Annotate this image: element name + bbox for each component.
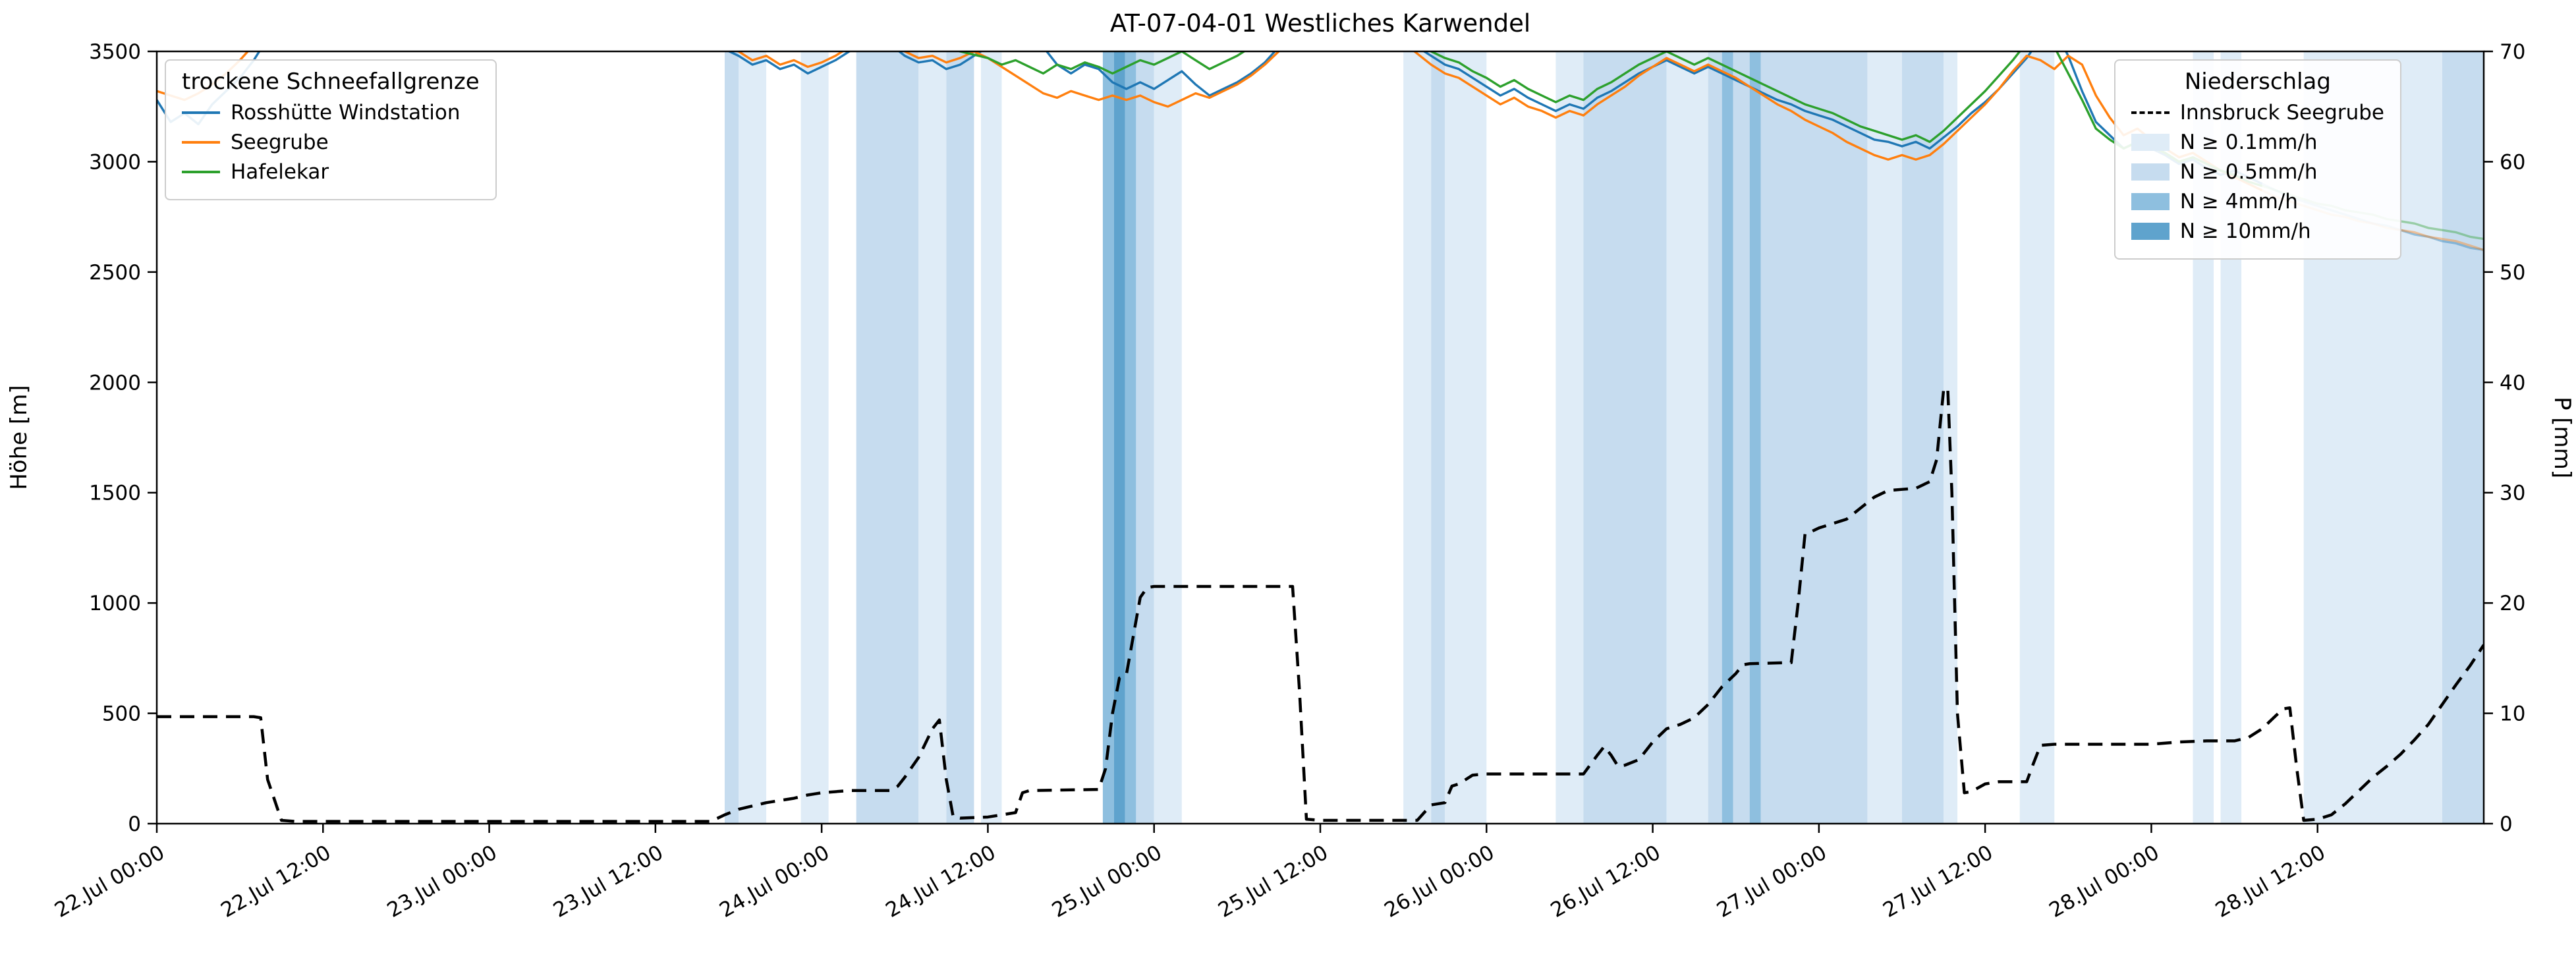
- x-tick-label: 22.Jul 00:00: [51, 841, 169, 922]
- precip-band: [1403, 51, 1432, 824]
- precip-band: [1666, 51, 1708, 824]
- legend-item-innsbruck-seegrube: Innsbruck Seegrube: [2131, 101, 2384, 125]
- y-right-tick-label: 50: [2500, 261, 2525, 285]
- precip-band: [1102, 51, 1114, 824]
- precip-band: [980, 51, 1002, 824]
- y-right-tick-label: 0: [2500, 812, 2513, 836]
- series-line-hafelekar: [956, 51, 2263, 187]
- legend-precip-items: Innsbruck Seegrube N ≥ 0.1mm/h N ≥ 0.5mm/h…: [2131, 101, 2384, 243]
- precip-band: [800, 51, 829, 824]
- legend-item-label: Seegrube: [231, 130, 329, 154]
- precip-band: [1113, 51, 1125, 824]
- precip-band: [1867, 51, 1902, 824]
- precip-band: [1902, 51, 1944, 824]
- legend-item-label: N ≥ 0.1mm/h: [2179, 130, 2318, 154]
- legend-snowline-items: Rosshütte Windstation Seegrube Hafelekar: [182, 101, 480, 184]
- x-tick-label: 27.Jul 00:00: [1713, 841, 1831, 922]
- precip-bands-layer: [724, 51, 2484, 824]
- legend-precip: Niederschlag Innsbruck Seegrube N ≥ 0.1mm…: [2114, 59, 2401, 260]
- x-tick-label: 24.Jul 12:00: [882, 841, 999, 922]
- legend-snowline-title: trockene Schneefallgrenze: [182, 69, 480, 95]
- legend-item-label: N ≥ 0.5mm/h: [2179, 160, 2318, 184]
- legend-precip-title: Niederschlag: [2184, 69, 2331, 95]
- legend-snowline: trockene Schneefallgrenze Rosshütte Wind…: [165, 59, 497, 200]
- x-tick-label: 23.Jul 12:00: [549, 841, 667, 922]
- precip-band: [724, 51, 739, 824]
- precip-band: [1125, 51, 1136, 824]
- line-swatch-icon: [182, 141, 220, 144]
- patch-swatch-icon: [2131, 134, 2170, 151]
- y-right-tick-label: 70: [2500, 40, 2525, 64]
- patch-swatch-icon: [2131, 193, 2170, 210]
- line-swatch-icon: [182, 111, 220, 114]
- x-tick-label: 23.Jul 00:00: [383, 841, 501, 922]
- y-left-axis-label: Höhe [m]: [6, 385, 32, 490]
- x-tick-label: 27.Jul 12:00: [1879, 841, 1997, 922]
- chart-title: AT-07-04-01 Westliches Karwendel: [1110, 9, 1530, 38]
- x-tick-label: 24.Jul 00:00: [715, 841, 833, 922]
- precip-band: [856, 51, 919, 824]
- x-tick-label: 25.Jul 00:00: [1048, 841, 1166, 922]
- legend-item-label: N ≥ 4mm/h: [2179, 190, 2298, 213]
- precip-band: [1445, 51, 1487, 824]
- precip-band: [1749, 51, 1761, 824]
- y-right-tick-label: 30: [2500, 482, 2525, 505]
- legend-item-seegrube: Seegrube: [182, 130, 480, 154]
- legend-item-n-05: N ≥ 0.5mm/h: [2131, 160, 2384, 184]
- series-line-rosshuette-windstation: [157, 51, 2263, 185]
- y-right-tick-label: 20: [2500, 592, 2525, 615]
- series-line-innsbruck-seegrube: [157, 386, 2484, 823]
- precip-band: [1555, 51, 1584, 824]
- precip-band: [1760, 51, 1868, 824]
- legend-item-n-10: N ≥ 10mm/h: [2131, 219, 2384, 243]
- precip-band: [918, 51, 947, 824]
- legend-item-rosshuette-windstation: Rosshütte Windstation: [182, 101, 480, 125]
- precip-band: [739, 51, 767, 824]
- legend-item-label: Innsbruck Seegrube: [2179, 101, 2384, 125]
- legend-item-n-01: N ≥ 0.1mm/h: [2131, 130, 2384, 154]
- precip-band: [1154, 51, 1182, 824]
- precip-band: [1708, 51, 1722, 824]
- precip-band: [1136, 51, 1154, 824]
- y-left-tick-label: 2500: [89, 261, 141, 285]
- legend-item-hafelekar: Hafelekar: [182, 160, 480, 184]
- legend-item-label: Hafelekar: [231, 160, 329, 184]
- line-swatch-icon: [182, 171, 220, 173]
- precip-band: [1431, 51, 1445, 824]
- y-right-tick-label: 10: [2500, 702, 2525, 726]
- y-right-axis-label: P [mm]: [2549, 397, 2575, 478]
- x-tick-label: 26.Jul 00:00: [1380, 841, 1498, 922]
- y-left-tick-label: 500: [102, 702, 141, 726]
- legend-item-label: N ≥ 10mm/h: [2179, 219, 2311, 243]
- x-tick-label: 25.Jul 12:00: [1214, 841, 1332, 922]
- x-tick-label: 26.Jul 12:00: [1547, 841, 1665, 922]
- y-left-tick-label: 2000: [89, 371, 141, 395]
- x-tick-label: 28.Jul 12:00: [2212, 841, 2330, 922]
- dashed-line-swatch-icon: [2131, 111, 2170, 114]
- x-tick-label: 22.Jul 12:00: [217, 841, 335, 922]
- y-right-tick-label: 60: [2500, 150, 2525, 174]
- y-right-tick-label: 40: [2500, 371, 2525, 395]
- precip-band: [946, 51, 974, 824]
- y-left-tick-label: 1000: [89, 592, 141, 615]
- legend-item-label: Rosshütte Windstation: [231, 101, 461, 125]
- legend-item-n-4: N ≥ 4mm/h: [2131, 190, 2384, 213]
- series-line-seegrube: [157, 51, 2263, 192]
- y-left-tick-label: 3500: [89, 40, 141, 64]
- precip-band: [1722, 51, 1733, 824]
- y-left-tick-label: 1500: [89, 482, 141, 505]
- y-left-tick-label: 0: [128, 812, 141, 836]
- y-left-tick-label: 3000: [89, 150, 141, 174]
- precip-band: [1733, 51, 1750, 824]
- x-tick-label: 28.Jul 00:00: [2045, 841, 2163, 922]
- patch-swatch-icon: [2131, 223, 2170, 240]
- precip-band: [2442, 51, 2484, 824]
- precip-band: [1583, 51, 1667, 824]
- precip-band: [2019, 51, 2055, 824]
- patch-swatch-icon: [2131, 163, 2170, 181]
